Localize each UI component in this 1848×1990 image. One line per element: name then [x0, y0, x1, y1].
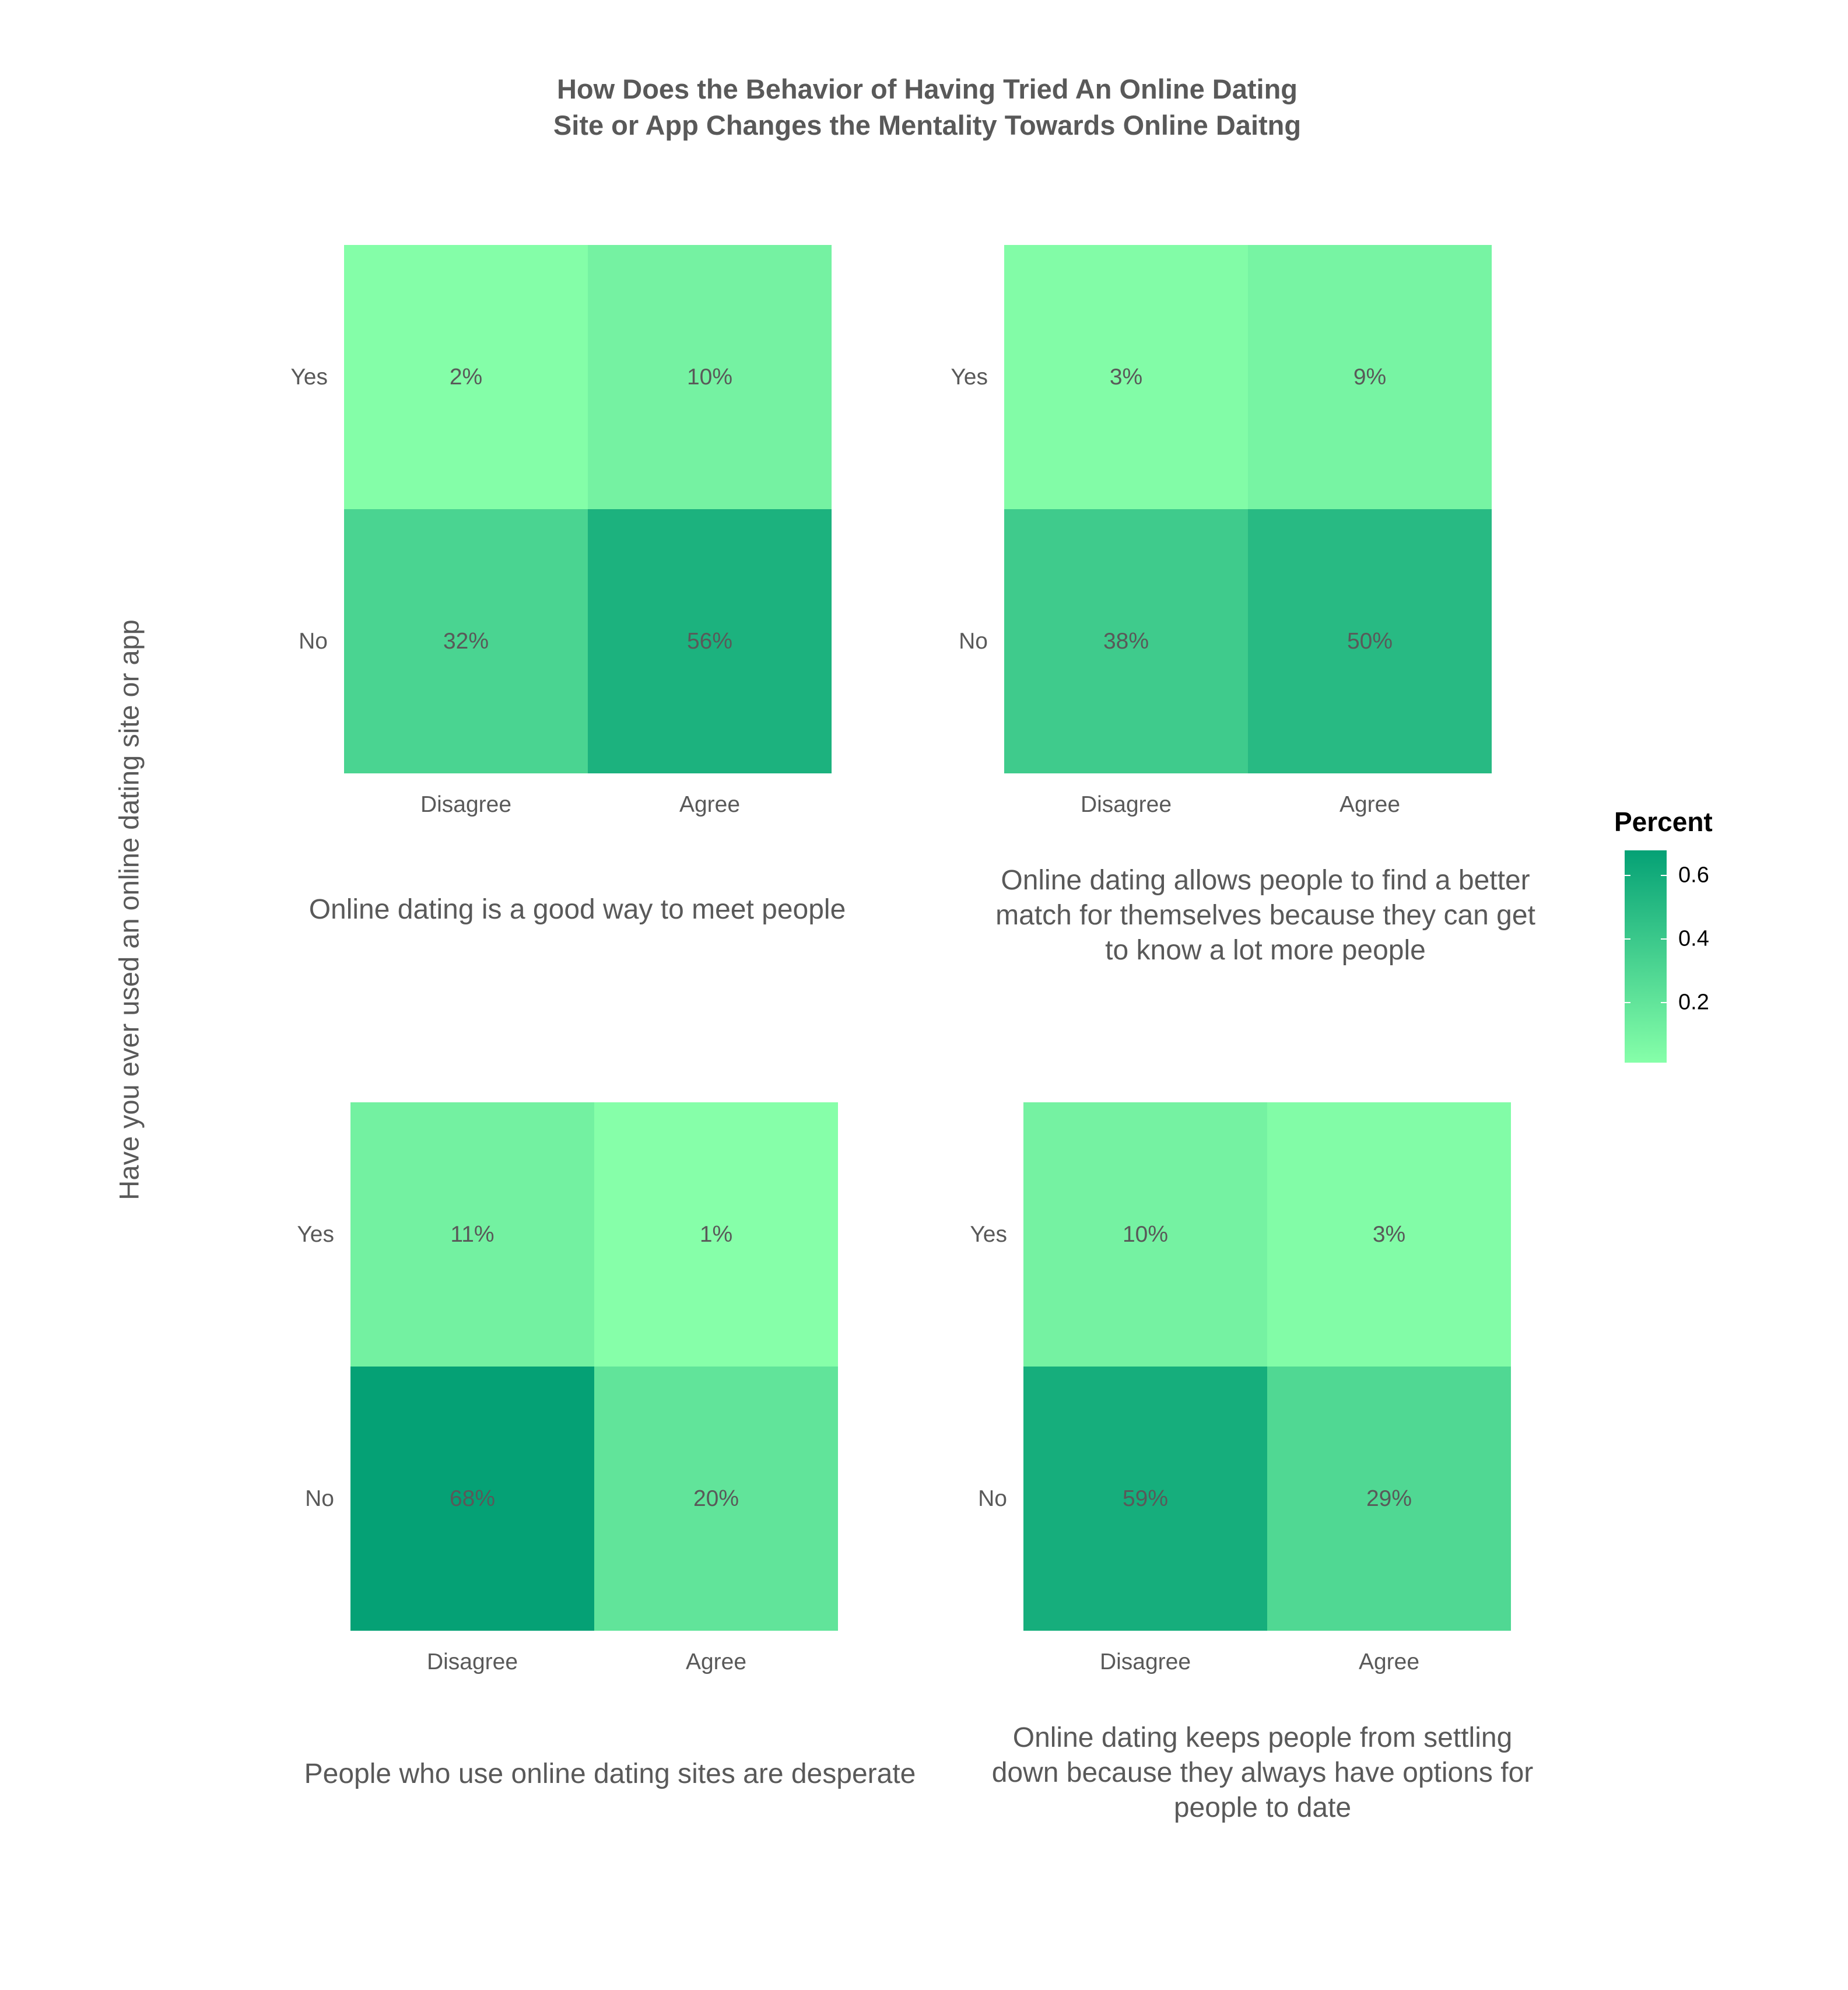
cell-value-label: 3% — [1372, 1221, 1406, 1247]
heatmap-cell — [344, 245, 588, 509]
cell-value-label: 68% — [449, 1486, 496, 1511]
chart-title: How Does the Behavior of Having Tried An… — [553, 73, 1302, 141]
legend-tick-label: 0.4 — [1678, 926, 1709, 951]
y-tick-label: No — [959, 628, 988, 654]
legend-tick-mark — [1625, 1001, 1630, 1003]
x-tick-label: Disagree — [1099, 1649, 1191, 1674]
cell-value-label: 2% — [449, 364, 483, 390]
panel-subtitle: People who use online dating sites are d… — [304, 1758, 916, 1789]
x-tick-label: Disagree — [420, 792, 512, 817]
heatmap-cell — [344, 509, 588, 773]
heatmap-cell — [594, 1367, 838, 1631]
legend-tick-mark — [1625, 875, 1630, 877]
cell-value-label: 29% — [1366, 1486, 1412, 1511]
cell-value-label: 59% — [1122, 1486, 1169, 1511]
heatmap-cell — [1248, 245, 1492, 509]
panel-subtitle: Online dating is a good way to meet peop… — [308, 894, 846, 925]
heatmap-cell — [588, 245, 832, 509]
y-axis-label: Have you ever used an online dating site… — [113, 619, 145, 1200]
x-tick-label: Agree — [685, 1649, 747, 1674]
legend-tick-label: 0.6 — [1678, 863, 1709, 888]
y-tick-label: Yes — [970, 1221, 1007, 1247]
heatmap-cell — [350, 1367, 594, 1631]
cell-value-label: 10% — [686, 364, 733, 390]
cell-value-label: 38% — [1103, 628, 1149, 654]
y-tick-label: No — [978, 1486, 1007, 1511]
y-tick-label: Yes — [297, 1221, 334, 1247]
y-tick-label: Yes — [951, 364, 988, 390]
x-tick-label: Agree — [679, 792, 741, 817]
legend-tick-mark — [1661, 875, 1667, 877]
cell-value-label: 1% — [699, 1221, 733, 1247]
heatmap-cell — [350, 1102, 594, 1367]
heatmap-cell — [594, 1102, 838, 1367]
x-tick-label: Disagree — [1080, 792, 1172, 817]
heatmap-cell — [1023, 1102, 1267, 1367]
cell-value-label: 50% — [1346, 628, 1393, 654]
cell-value-label: 20% — [693, 1486, 739, 1511]
heatmap-cell — [1248, 509, 1492, 773]
legend-colorbar — [1625, 850, 1667, 1063]
legend-tick-mark — [1661, 938, 1667, 940]
x-tick-label: Disagree — [426, 1649, 518, 1674]
y-tick-label: Yes — [290, 364, 328, 390]
heatmap-cell — [1267, 1367, 1511, 1631]
panel-subtitle: Online dating keeps people from settling… — [991, 1722, 1534, 1823]
heatmap-cell — [1004, 245, 1248, 509]
cell-value-label: 32% — [443, 628, 489, 654]
x-tick-label: Agree — [1339, 792, 1401, 817]
y-tick-label: No — [299, 628, 328, 654]
heatmap-cell — [1004, 509, 1248, 773]
cell-value-label: 3% — [1109, 364, 1143, 390]
y-tick-label: No — [305, 1486, 334, 1511]
cell-value-label: 11% — [450, 1221, 495, 1247]
heatmap-cell — [1267, 1102, 1511, 1367]
cell-value-label: 10% — [1122, 1221, 1169, 1247]
heatmap-cell — [588, 509, 832, 773]
legend-title: Percent — [1614, 807, 1713, 837]
cell-value-label: 9% — [1353, 364, 1387, 390]
legend-tick-label: 0.2 — [1678, 990, 1709, 1015]
heatmap-cell — [1023, 1367, 1267, 1631]
panel-subtitle: Online dating allows people to find a be… — [995, 865, 1535, 966]
legend-tick-mark — [1661, 1001, 1667, 1003]
legend-tick-mark — [1625, 938, 1630, 940]
x-tick-label: Agree — [1358, 1649, 1420, 1674]
cell-value-label: 56% — [686, 628, 733, 654]
